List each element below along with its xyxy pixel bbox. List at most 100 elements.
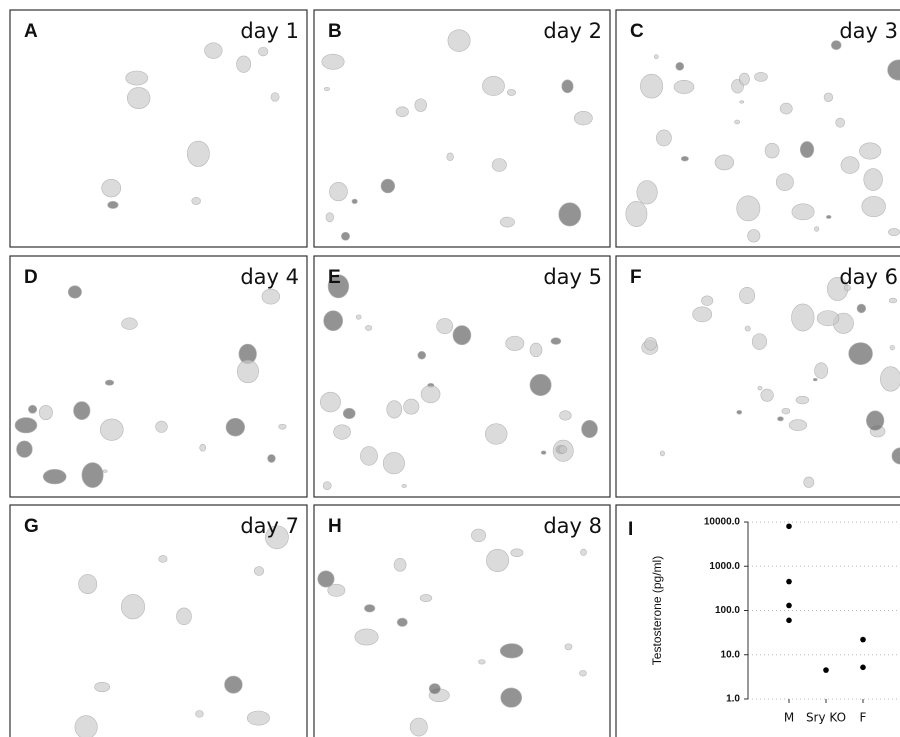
y-tick-label: 10000.0 [704, 517, 741, 528]
cell [840, 156, 860, 174]
cell [236, 55, 252, 73]
cell [395, 106, 409, 118]
cell [478, 659, 486, 665]
cell [891, 447, 900, 465]
cell [491, 158, 507, 172]
micrograph-frame [313, 504, 611, 737]
cell [791, 203, 815, 221]
cell [176, 607, 192, 626]
cell [580, 548, 587, 556]
micrograph-frame [9, 9, 308, 248]
cell [625, 200, 648, 227]
cell [636, 180, 658, 205]
panel-caption: day 4 [240, 265, 299, 289]
cell [74, 715, 98, 737]
cell [225, 417, 245, 437]
cell [751, 333, 767, 350]
panel-caption: day 6 [839, 265, 898, 289]
panel-caption: day 3 [839, 19, 898, 43]
cell [329, 182, 348, 202]
cell [380, 178, 396, 194]
cell [653, 54, 659, 60]
cell [199, 443, 207, 452]
point [786, 523, 792, 530]
cell [573, 111, 593, 126]
cell [354, 628, 379, 646]
cell [125, 70, 149, 86]
cell [278, 423, 287, 430]
cell [859, 142, 882, 160]
cell [99, 418, 124, 441]
cell [127, 87, 151, 110]
y-tick-label: 1.0 [726, 694, 740, 705]
point [786, 602, 792, 609]
cell [561, 79, 574, 94]
cell [675, 61, 685, 71]
cell [320, 391, 341, 413]
cell [558, 202, 582, 227]
panel-caption: day 2 [543, 19, 602, 43]
cell [581, 420, 598, 439]
cell [640, 73, 664, 99]
cell [781, 407, 791, 415]
cell [28, 404, 38, 414]
cell [452, 325, 472, 346]
panel-caption: day 1 [240, 19, 299, 43]
cell [340, 231, 350, 241]
cell [236, 359, 259, 384]
panel-label: G [24, 516, 39, 537]
cell [734, 119, 741, 125]
panel-label: H [328, 516, 342, 537]
y-tick-label: 10.0 [721, 649, 741, 660]
cell [224, 675, 243, 694]
cell [779, 102, 793, 115]
cell [744, 325, 751, 332]
cell [403, 398, 420, 415]
cell [121, 317, 138, 330]
cell [428, 683, 441, 695]
cell [863, 168, 883, 191]
cell [529, 342, 543, 358]
cell [754, 72, 768, 82]
cell [246, 710, 270, 726]
cell [736, 410, 743, 415]
cell [322, 481, 332, 490]
panel-label: A [24, 21, 38, 42]
cell [382, 452, 405, 475]
cell [333, 424, 351, 440]
cell [364, 604, 376, 613]
cell [436, 318, 454, 335]
cell [42, 469, 67, 485]
panel-caption: day 5 [543, 265, 602, 289]
cell [323, 86, 330, 91]
y-axis-label: Testosterone (pg/ml) [650, 556, 664, 665]
cell [579, 670, 587, 677]
x-tick-label: M [784, 711, 794, 725]
cell [673, 80, 695, 94]
point [860, 664, 866, 671]
cell [510, 548, 524, 558]
cell [186, 140, 210, 167]
cell [559, 410, 572, 421]
cell [414, 98, 427, 112]
cell [94, 681, 111, 693]
cell [155, 420, 168, 433]
cell [107, 200, 119, 209]
cell [360, 446, 378, 466]
cell [351, 198, 358, 205]
cell [195, 710, 204, 718]
cell [73, 401, 91, 420]
cell [823, 92, 834, 102]
cell [505, 335, 525, 351]
cell [799, 141, 815, 158]
cell [67, 285, 82, 299]
cell [795, 395, 810, 405]
cell [261, 288, 281, 305]
cell [747, 229, 761, 243]
cell [692, 306, 713, 323]
cell [856, 303, 867, 314]
cell [101, 179, 122, 198]
cell [38, 404, 53, 421]
cell [396, 617, 408, 627]
panel-label: C [630, 21, 644, 42]
